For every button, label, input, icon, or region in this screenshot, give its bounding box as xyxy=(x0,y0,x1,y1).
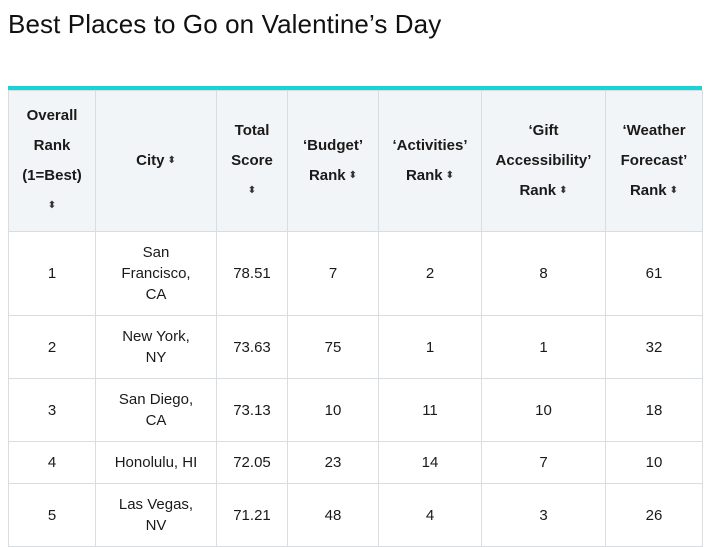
cell-activities-rank: 14 xyxy=(378,441,482,484)
cell-rank: 2 xyxy=(8,315,96,379)
cell-gift-rank: 1 xyxy=(481,315,606,379)
table-row: 1 San Francisco, CA 78.51 7 2 8 61 xyxy=(8,231,703,316)
sort-up-down-icon[interactable]: ⬍ xyxy=(167,155,176,167)
header-weather-forecast-rank[interactable]: ‘Weather Forecast’ Rank ⬍ xyxy=(605,90,703,232)
cell-gift-rank: 10 xyxy=(481,378,606,442)
table-row: 2 New York, NY 73.63 75 1 1 32 xyxy=(8,315,703,379)
cell-activities-rank: 2 xyxy=(378,231,482,316)
cell-gift-rank: 3 xyxy=(481,483,606,547)
cell-weather-rank: 26 xyxy=(605,483,703,547)
cell-weather-rank: 18 xyxy=(605,378,703,442)
cell-activities-rank: 11 xyxy=(378,378,482,442)
header-activities-rank[interactable]: ‘Activities’ Rank ⬍ xyxy=(378,90,482,232)
cell-city: Las Vegas, NV xyxy=(95,483,217,547)
cell-weather-rank: 61 xyxy=(605,231,703,316)
cell-budget-rank: 23 xyxy=(287,441,379,484)
cell-gift-rank: 7 xyxy=(481,441,606,484)
cell-budget-rank: 48 xyxy=(287,483,379,547)
cell-weather-rank: 10 xyxy=(605,441,703,484)
cell-rank: 4 xyxy=(8,441,96,484)
cell-activities-rank: 4 xyxy=(378,483,482,547)
cell-city: San Diego, CA xyxy=(95,378,217,442)
header-total-score[interactable]: Total Score ⬍ xyxy=(216,90,288,232)
header-gift-accessibility-rank[interactable]: ‘Gift Accessibility’ Rank ⬍ xyxy=(481,90,606,232)
sort-up-down-icon[interactable]: ⬍ xyxy=(47,200,57,212)
header-row: Overall Rank (1=Best) ⬍ City ⬍ Total Scor… xyxy=(8,90,703,232)
sort-up-down-icon[interactable]: ⬍ xyxy=(559,185,568,197)
sort-up-down-icon[interactable]: ⬍ xyxy=(445,170,455,182)
cell-budget-rank: 7 xyxy=(287,231,379,316)
rankings-table: Overall Rank (1=Best) ⬍ City ⬍ Total Scor… xyxy=(8,90,703,547)
cell-city: New York, NY xyxy=(95,315,217,379)
rankings-table-container: Overall Rank (1=Best) ⬍ City ⬍ Total Scor… xyxy=(8,86,703,547)
cell-total-score: 72.05 xyxy=(216,441,288,484)
header-city[interactable]: City ⬍ xyxy=(95,90,217,232)
sort-up-down-icon[interactable]: ⬍ xyxy=(669,185,679,197)
cell-activities-rank: 1 xyxy=(378,315,482,379)
cell-budget-rank: 75 xyxy=(287,315,379,379)
cell-rank: 5 xyxy=(8,483,96,547)
sort-up-down-icon[interactable]: ⬍ xyxy=(348,170,358,182)
table-row: 5 Las Vegas, NV 71.21 48 4 3 26 xyxy=(8,483,703,547)
header-overall-rank[interactable]: Overall Rank (1=Best) ⬍ xyxy=(8,90,96,232)
cell-budget-rank: 10 xyxy=(287,378,379,442)
cell-city: Honolulu, HI xyxy=(95,441,217,484)
cell-gift-rank: 8 xyxy=(481,231,606,316)
table-row: 3 San Diego, CA 73.13 10 11 10 18 xyxy=(8,378,703,442)
page-title: Best Places to Go on Valentine’s Day xyxy=(8,9,442,39)
cell-rank: 3 xyxy=(8,378,96,442)
table-row: 4 Honolulu, HI 72.05 23 14 7 10 xyxy=(8,441,703,484)
cell-city: San Francisco, CA xyxy=(95,231,217,316)
cell-weather-rank: 32 xyxy=(605,315,703,379)
header-budget-rank[interactable]: ‘Budget’ Rank ⬍ xyxy=(287,90,379,232)
cell-rank: 1 xyxy=(8,231,96,316)
cell-total-score: 73.63 xyxy=(216,315,288,379)
sort-up-down-icon[interactable]: ⬍ xyxy=(247,185,257,197)
cell-total-score: 73.13 xyxy=(216,378,288,442)
cell-total-score: 71.21 xyxy=(216,483,288,547)
cell-total-score: 78.51 xyxy=(216,231,288,316)
